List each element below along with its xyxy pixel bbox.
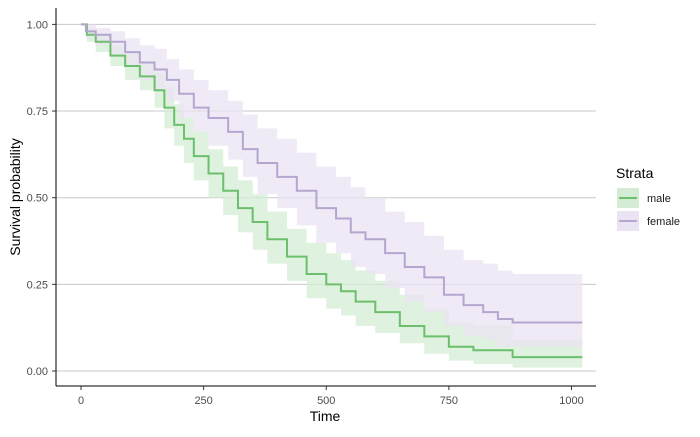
legend-item-male: male: [617, 188, 671, 208]
confidence-bands: [81, 24, 583, 368]
x-tick-label: 250: [194, 395, 212, 407]
survival-line-female: [81, 23, 583, 324]
legend-label: female: [647, 216, 680, 228]
survival-line-male: [81, 23, 583, 359]
legend-label: male: [647, 193, 671, 205]
x-axis-title: Time: [310, 408, 341, 424]
x-tick-label: 0: [78, 395, 84, 407]
legend-title: Strata: [616, 165, 654, 181]
y-axis-title: Survival probability: [7, 138, 23, 256]
x-tick-label: 500: [317, 395, 335, 407]
survival-curves: [81, 23, 583, 359]
legend-items: male female: [617, 188, 680, 231]
legend: Strata male female: [616, 165, 680, 231]
y-tick-label: 0.25: [27, 279, 48, 291]
y-tick-label: 0.75: [27, 106, 48, 118]
x-tick-label: 750: [440, 395, 458, 407]
y-tick-label: 0.50: [27, 193, 48, 205]
y-tick-label: 0.00: [27, 366, 48, 378]
confidence-band-female: [81, 24, 583, 347]
legend-item-female: female: [617, 211, 680, 231]
x-tick-label: 1000: [559, 395, 583, 407]
y-tick-label: 1.00: [27, 19, 48, 31]
tick-labels: 0 250 500 750 1000 0.00 0.25 0.50 0.75 1.00: [27, 19, 584, 407]
